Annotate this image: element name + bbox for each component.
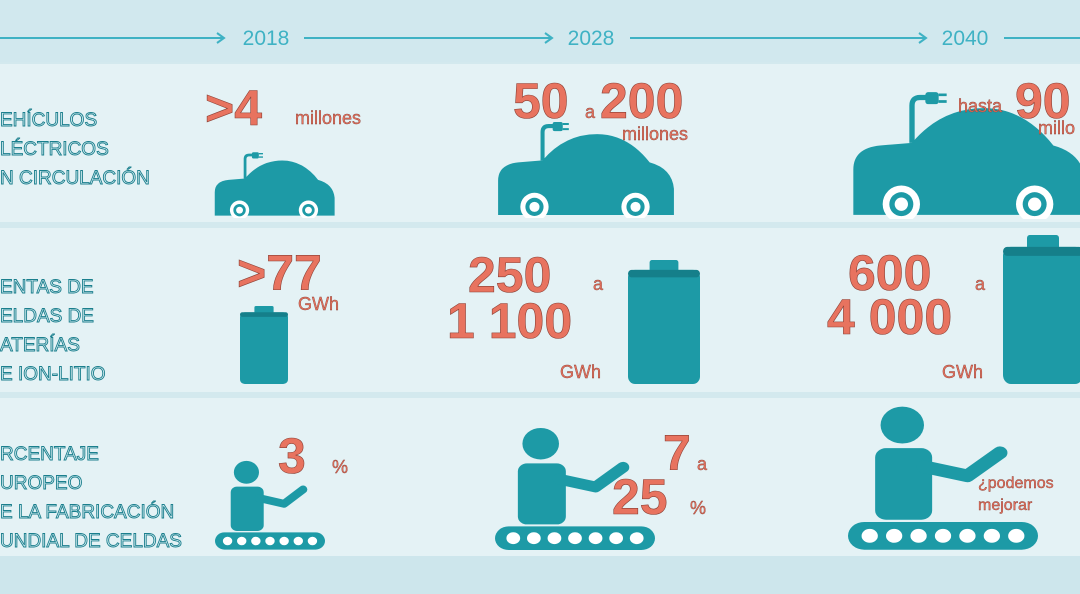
value-text: 90 — [1015, 73, 1071, 129]
row-label: E LA FABRICACIÓN — [0, 501, 174, 523]
value-text: GWh — [942, 362, 983, 382]
year: 2028 — [568, 27, 615, 50]
value-text: ¿podemos — [978, 475, 1054, 492]
value-text: % — [690, 498, 706, 518]
value-text: millo — [1038, 118, 1075, 138]
timeline — [0, 32, 1080, 44]
row-label: ELDAS DE — [0, 306, 94, 327]
band — [0, 556, 1080, 594]
value-text: a — [593, 274, 604, 294]
value-text: 200 — [600, 73, 683, 129]
band — [0, 0, 1080, 62]
value-text: GWh — [560, 362, 601, 382]
value-text: mejorar — [978, 497, 1033, 514]
year: 2018 — [243, 27, 290, 50]
year: 2040 — [942, 27, 989, 50]
band — [0, 228, 1080, 392]
value-text: 600 — [848, 245, 931, 301]
value-text: 7 — [663, 425, 691, 481]
value-text: 1 100 — [447, 293, 572, 349]
timeline-arrow — [304, 32, 554, 44]
value-text: hasta — [958, 96, 1003, 116]
row-label: EHÍCULOS — [0, 110, 97, 131]
row-label: ATERÍAS — [0, 335, 80, 356]
row-label: LÉCTRICOS — [0, 139, 109, 160]
row-label: ENTAS DE — [0, 277, 94, 298]
value-text: 250 — [468, 247, 551, 303]
row-label: UNDIAL DE CELDAS — [0, 531, 182, 552]
battery-icon — [240, 306, 288, 384]
value-text: a — [697, 454, 708, 474]
timeline-arrow — [630, 32, 928, 44]
row-labels: EHÍCULOS LÉCTRICOS N CIRCULACIÓN ENTAS D… — [0, 110, 182, 553]
value-text: 50 — [513, 73, 569, 129]
value-text: millones — [622, 124, 688, 144]
value-text: millones — [295, 108, 361, 128]
battery-icon — [1003, 235, 1080, 384]
values: >4 millones 50 a 200 millones hasta 90 m… — [205, 73, 1076, 526]
value-text: >4 — [205, 80, 262, 136]
value-text: >77 — [237, 245, 322, 301]
battery-icon — [628, 260, 700, 384]
value-text: % — [332, 457, 348, 477]
value-text: 25 — [612, 469, 668, 525]
timeline-arrow — [0, 32, 226, 44]
row-label: E ION-LITIO — [0, 364, 106, 385]
value-text: a — [975, 274, 986, 294]
row-label: N CIRCULACIÓN — [0, 167, 150, 189]
value-text: 3 — [278, 428, 306, 484]
value-text: GWh — [298, 294, 339, 314]
value-text: a — [585, 102, 596, 122]
row-label: RCENTAJE — [0, 444, 99, 465]
row-label: UROPEO — [0, 473, 82, 494]
value-text: 4 000 — [827, 289, 952, 345]
